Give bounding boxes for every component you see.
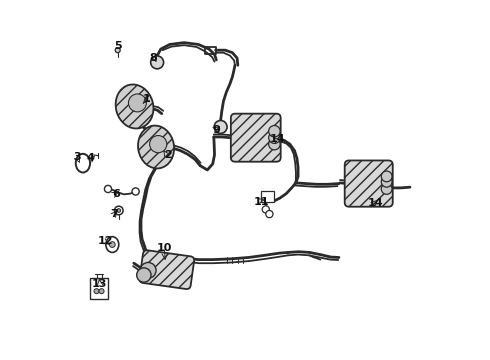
Text: 8: 8 — [149, 53, 157, 63]
Circle shape — [266, 211, 273, 218]
Circle shape — [104, 185, 112, 193]
Circle shape — [117, 209, 121, 212]
Circle shape — [262, 206, 270, 213]
Circle shape — [214, 121, 227, 134]
Ellipse shape — [116, 85, 153, 129]
Circle shape — [132, 188, 139, 195]
Circle shape — [109, 242, 115, 247]
FancyBboxPatch shape — [344, 161, 393, 207]
Circle shape — [115, 206, 123, 215]
Text: 14: 14 — [270, 134, 285, 144]
Text: 10: 10 — [157, 243, 172, 253]
Circle shape — [99, 289, 104, 294]
Circle shape — [151, 56, 164, 69]
Text: 2: 2 — [164, 150, 172, 160]
Text: 14: 14 — [368, 198, 384, 208]
Circle shape — [269, 132, 280, 143]
Circle shape — [269, 138, 280, 150]
Circle shape — [149, 135, 167, 153]
Text: 5: 5 — [114, 41, 122, 50]
Ellipse shape — [76, 154, 90, 172]
Text: 12: 12 — [98, 236, 113, 246]
Circle shape — [94, 289, 99, 294]
Text: 11: 11 — [253, 197, 269, 207]
Ellipse shape — [138, 126, 174, 168]
Text: 4: 4 — [87, 153, 95, 163]
Text: 9: 9 — [212, 125, 220, 135]
Text: 3: 3 — [74, 152, 81, 162]
Circle shape — [137, 268, 151, 282]
Circle shape — [269, 126, 280, 137]
Ellipse shape — [106, 237, 119, 252]
FancyBboxPatch shape — [262, 191, 274, 202]
FancyBboxPatch shape — [231, 114, 281, 162]
Text: 13: 13 — [92, 279, 107, 289]
Text: 6: 6 — [112, 189, 120, 199]
Circle shape — [381, 171, 392, 182]
FancyBboxPatch shape — [91, 278, 108, 300]
Circle shape — [115, 48, 120, 53]
Circle shape — [381, 184, 392, 194]
Circle shape — [128, 94, 147, 112]
FancyBboxPatch shape — [140, 250, 194, 289]
Circle shape — [381, 176, 392, 187]
Text: 7: 7 — [110, 209, 118, 219]
Circle shape — [140, 262, 156, 278]
Text: 1: 1 — [143, 94, 150, 104]
